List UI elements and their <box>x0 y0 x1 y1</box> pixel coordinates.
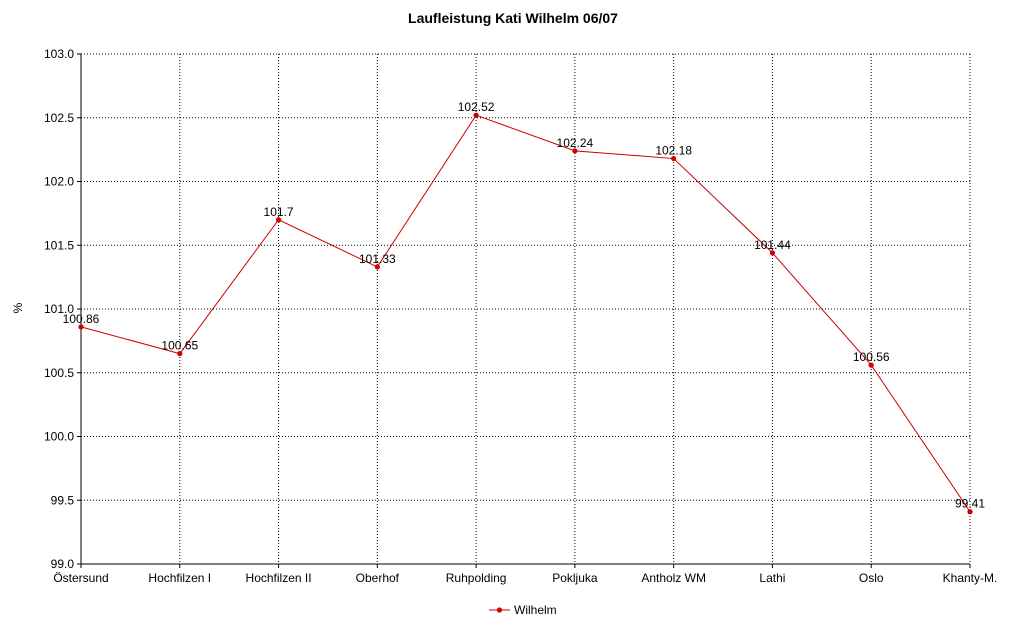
data-point <box>275 217 282 223</box>
data-label: 102.52 <box>458 100 495 114</box>
data-label: 100.86 <box>63 312 100 326</box>
data-point <box>868 362 874 368</box>
series-line <box>80 114 971 513</box>
data-point <box>78 324 84 330</box>
x-axis-ticks: Östersund Hochfilzen I Hochfilzen II Oberho… <box>53 564 997 585</box>
data-label: 101.33 <box>359 252 396 266</box>
data-label: 100.65 <box>161 339 198 353</box>
data-label: 99.41 <box>955 497 985 511</box>
y-tick-label: 101.0 <box>44 302 74 316</box>
x-tick-label: Lathi <box>759 571 785 585</box>
data-label: 102.24 <box>557 136 594 150</box>
data-point <box>177 351 183 357</box>
chart-title: Laufleistung Kati Wilhelm 06/07 <box>408 10 618 26</box>
x-tick-label: Oberhof <box>356 571 400 585</box>
y-tick-label: 99.5 <box>51 493 75 507</box>
legend-marker <box>496 607 503 613</box>
y-tick-label: 103.0 <box>44 47 74 61</box>
y-tick-label: 102.0 <box>44 175 74 189</box>
legend: Wilhelm <box>489 603 557 617</box>
x-tick-label: Antholz WM <box>641 571 706 585</box>
data-point <box>769 250 776 256</box>
x-tick-label: Östersund <box>53 571 108 585</box>
y-tick-label: 102.5 <box>44 111 74 125</box>
x-tick-label: Oslo <box>859 571 884 585</box>
y-tick-label: 100.0 <box>44 430 74 444</box>
y-axis-label: % <box>11 302 25 313</box>
data-point <box>473 112 479 118</box>
data-label: 101.7 <box>264 205 294 219</box>
data-point <box>374 264 380 270</box>
data-label: 102.18 <box>655 144 692 158</box>
data-point <box>572 148 578 154</box>
y-tick-label: 100.5 <box>44 366 74 380</box>
x-tick-label: Khanty-M. <box>943 571 998 585</box>
x-tick-label: Ruhpolding <box>446 571 507 585</box>
y-axis-ticks: 99.0 99.5 100.0 100.5 101.0 101.5 102.0 102.5 10… <box>44 47 81 571</box>
data-label: 101.44 <box>754 238 791 252</box>
x-tick-label: Hochfilzen II <box>246 571 312 585</box>
data-label: 100.56 <box>853 350 890 364</box>
data-point <box>671 155 677 162</box>
y-tick-label: 99.0 <box>51 557 75 571</box>
y-tick-label: 101.5 <box>44 238 74 252</box>
x-tick-label: Pokljuka <box>552 571 598 585</box>
data-point <box>967 509 973 515</box>
x-tick-label: Hochfilzen I <box>148 571 211 585</box>
series-group: 100.86 100.65 101.7 101.33 102.52 102.24 102.1… <box>63 100 985 515</box>
legend-label: Wilhelm <box>514 603 557 617</box>
grid-lines <box>81 53 971 564</box>
